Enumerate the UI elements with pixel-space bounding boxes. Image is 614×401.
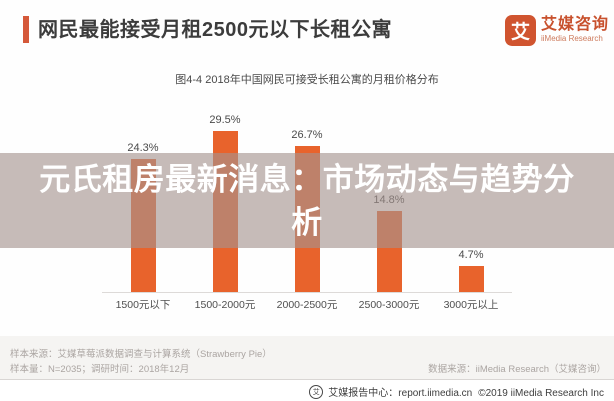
bar-value-label: 24.3% [127,142,159,154]
sample-source-note: 样本来源：艾媒草莓派数据调查与计算系统（Strawberry Pie） [10,349,272,360]
category-label: 3000元以上 [443,299,499,311]
bar-value-label: 26.7% [291,129,323,141]
report-center-link: 艾媒报告中心：report.iimedia.cn [328,388,473,399]
category-label: 1500-2000元 [194,299,256,311]
page-title: 网民最能接受月租2500元以下长租公寓 [38,19,392,41]
logo-name-en: iiMedia Research [541,34,603,43]
watermark-overlay: 元氏租房最新消息：市场动态与趋势分析 [0,153,614,248]
category-label: 2500-3000元 [358,299,420,311]
logo-name-cn: 艾媒咨询 [541,16,610,33]
iimedia-logo: 艾 艾媒咨询 iiMedia Research [505,15,609,46]
bar [458,266,484,292]
sample-size-note: 样本量：N=2035；调研时间：2018年12月 [10,364,190,375]
category-label: 2000-2500元 [276,299,338,311]
footer-bar: 艾 艾媒报告中心：report.iimedia.cn ©2019 iiMedia … [0,379,614,401]
data-source-note: 数据来源：iiMedia Research（艾媒咨询） [428,364,606,375]
iimedia-logo-icon: 艾 [505,15,536,46]
bar-value-label: 4.7% [458,249,484,261]
chart-title: 图4-4 2018年中国网民可接受长租公寓的月租价格分布 [175,74,439,86]
bar-group: 4.7% [430,107,512,292]
footnote-strip [0,336,614,379]
category-label: 1500元以下 [115,299,171,311]
category-axis: 1500元以下 1500-2000元 2000-2500元 2500-3000元 300… [102,297,512,312]
copyright-text: ©2019 iiMedia Research Inc [478,388,604,399]
bar-value-label: 29.5% [209,114,241,126]
watermark-text: 元氏租房最新消息：市场动态与趋势分析 [39,162,575,240]
title-accent-bar [23,16,29,43]
iimedia-badge-icon: 艾 [309,384,324,399]
